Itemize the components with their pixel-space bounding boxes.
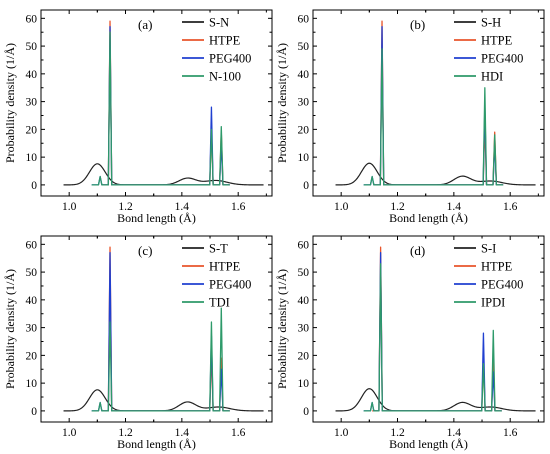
series-line-s-t: [63, 389, 264, 412]
y-tick-label: 40: [26, 69, 38, 81]
legend-label: TDI: [209, 296, 230, 310]
legend-label: PEG400: [481, 52, 523, 66]
series-line-s-i: [335, 388, 536, 412]
chart-panel-b: 0 10 20 30 40 50 60 1.0 1.2 1.4 1.6 Bond length (Å)…: [275, 9, 545, 225]
y-tick-label: 30: [298, 97, 310, 109]
legend-label: PEG400: [209, 52, 251, 66]
y-tick-label: 50: [298, 267, 310, 279]
legend-label: HTPE: [209, 34, 241, 48]
series-line-ipdi: [363, 263, 502, 412]
series-line-hdi: [363, 48, 504, 186]
y-tick-label: 40: [298, 295, 310, 307]
y-tick-label: 60: [298, 239, 310, 251]
x-tick-label: 1.0: [334, 427, 349, 439]
legend-label: S-T: [209, 242, 228, 256]
y-axis-label: Probability density (1/Å): [3, 43, 17, 163]
panel-label: (d): [410, 243, 425, 258]
panel-label: (c): [138, 243, 152, 258]
x-axis-label: Bond length (Å): [389, 211, 468, 225]
y-tick-label: 0: [303, 180, 309, 192]
x-tick-label: 1.6: [503, 201, 518, 213]
y-tick-label: 10: [298, 378, 310, 390]
y-tick-label: 40: [26, 295, 38, 307]
y-tick-label: 30: [26, 97, 38, 109]
x-axis-label: Bond length (Å): [117, 437, 196, 451]
series-line-n-100: [91, 31, 230, 186]
y-tick-label: 60: [26, 239, 38, 251]
legend-label: S-I: [481, 242, 496, 256]
series-line-peg400: [363, 26, 504, 186]
x-tick-label: 1.0: [62, 201, 77, 213]
x-tick-label: 1.6: [503, 427, 518, 439]
plot-area: [335, 20, 536, 186]
y-tick-label: 10: [298, 152, 310, 164]
y-tick-label: 0: [303, 406, 309, 418]
y-tick-label: 30: [26, 323, 38, 335]
panel-label: (b): [410, 17, 425, 32]
chart-panel-c: 0 10 20 30 40 50 60 1.0 1.2 1.4 1.6 Bond length (Å)…: [3, 235, 273, 451]
x-tick-label: 1.6: [231, 427, 246, 439]
legend-label: HTPE: [481, 34, 513, 48]
x-axis-label: Bond length (Å): [389, 437, 468, 451]
x-tick-label: 1.6: [231, 201, 246, 213]
series-line-s-h: [335, 162, 536, 186]
plot-frame: [312, 9, 545, 197]
y-tick-label: 50: [26, 267, 38, 279]
y-axis-label: Probability density (1/Å): [275, 269, 289, 389]
chart-panel-d: 0 10 20 30 40 50 60 1.0 1.2 1.4 1.6 Bond length (Å)…: [275, 235, 545, 451]
plot-frame: [40, 235, 273, 423]
legend-label: HTPE: [481, 260, 513, 274]
x-tick-label: 1.2: [118, 427, 133, 439]
y-tick-label: 20: [298, 124, 310, 136]
x-tick-label: 1.4: [175, 427, 190, 439]
legend-label: IPDI: [481, 296, 505, 310]
x-tick-label: 1.4: [447, 201, 462, 213]
x-tick-label: 1.4: [447, 427, 462, 439]
x-tick-label: 1.2: [118, 201, 133, 213]
plot-area: [63, 20, 264, 186]
plot-frame: [40, 9, 273, 197]
x-tick-label: 1.2: [390, 427, 405, 439]
y-tick-label: 20: [26, 350, 38, 362]
y-tick-label: 50: [298, 41, 310, 53]
y-tick-label: 60: [26, 13, 38, 25]
legend-label: S-H: [481, 16, 501, 30]
y-tick-label: 60: [298, 13, 310, 25]
y-tick-label: 0: [31, 406, 37, 418]
y-axis-label: Probability density (1/Å): [275, 43, 289, 163]
series-line-tdi: [91, 307, 230, 412]
legend-label: PEG400: [481, 278, 523, 292]
y-tick-label: 10: [26, 378, 38, 390]
plot-area: [335, 246, 536, 412]
series-line-peg400: [91, 26, 230, 186]
series-line-peg400: [363, 252, 502, 412]
x-tick-label: 1.0: [62, 427, 77, 439]
legend-label: HTPE: [209, 260, 241, 274]
y-tick-label: 30: [298, 323, 310, 335]
legend-label: N-100: [209, 70, 241, 84]
y-tick-label: 50: [26, 41, 38, 53]
legend-label: HDI: [481, 70, 503, 84]
series-line-s-n: [63, 163, 264, 186]
y-tick-label: 20: [26, 124, 38, 136]
x-tick-label: 1.2: [390, 201, 405, 213]
y-tick-label: 20: [298, 350, 310, 362]
legend-label: PEG400: [209, 278, 251, 292]
x-tick-label: 1.0: [334, 201, 349, 213]
series-line-peg400: [91, 252, 230, 412]
x-axis-label: Bond length (Å): [117, 211, 196, 225]
y-tick-label: 0: [31, 180, 37, 192]
x-tick-label: 1.4: [175, 201, 190, 213]
y-tick-label: 40: [298, 69, 310, 81]
panel-label: (a): [138, 17, 152, 32]
plot-area: [63, 246, 264, 412]
legend-label: S-N: [209, 16, 229, 30]
y-axis-label: Probability density (1/Å): [3, 269, 17, 389]
plot-frame: [312, 235, 545, 423]
y-tick-label: 10: [26, 152, 38, 164]
chart-panel-a: 0 10 20 30 40 50 60 1.0 1.2 1.4 1.6 Bond length (Å)…: [3, 9, 273, 225]
